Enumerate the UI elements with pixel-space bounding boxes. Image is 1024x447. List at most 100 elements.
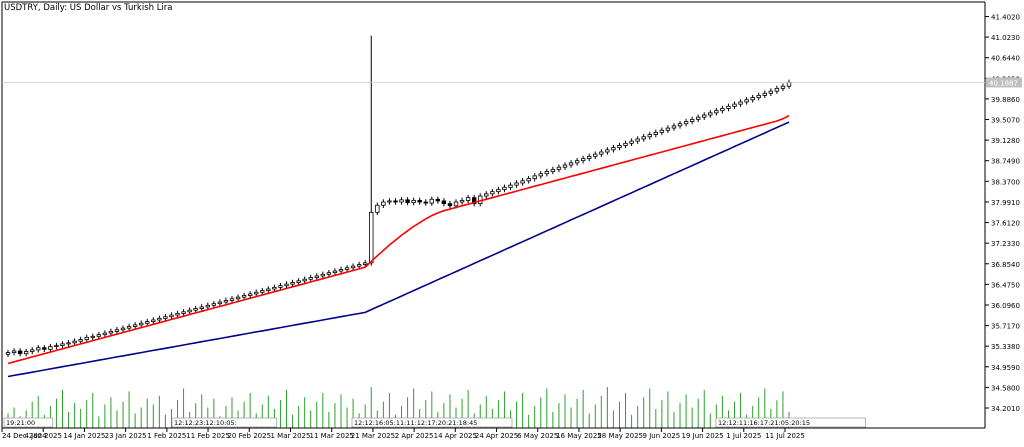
x-tick-label: 1 Jul 2025 (726, 432, 761, 440)
x-tick-label: 9 Jun 2025 (643, 432, 681, 440)
candle-body (568, 162, 574, 166)
y-tick-label: 41.4020 (991, 14, 1020, 22)
candle-body (199, 306, 204, 309)
x-tick-label: 23 Jan 2025 (105, 432, 147, 440)
y-tick-label: 35.7170 (991, 323, 1020, 331)
candle-body (744, 99, 749, 103)
candle-body (387, 200, 392, 203)
candle-body (369, 211, 374, 264)
candle-body (605, 149, 610, 153)
candle-body (181, 311, 186, 314)
candle-body (550, 168, 556, 172)
candle-body (132, 324, 138, 327)
candle-body (363, 262, 368, 265)
candle-body (78, 339, 83, 342)
candle-body (48, 346, 53, 350)
candle-body (750, 97, 755, 101)
candle-body (114, 329, 120, 332)
x-tick-label: 28 May 2025 (597, 432, 643, 440)
price-marker (986, 77, 1022, 88)
candle-body (138, 322, 144, 326)
candle-body (562, 164, 568, 168)
time-label-box (171, 417, 278, 428)
y-tick-label: 34.5800 (991, 384, 1020, 392)
time-label: 12:12:16:05:11:11:12:17:20:21:18:45 (354, 419, 477, 427)
candle-body (278, 285, 283, 288)
candle-body (502, 186, 507, 190)
time-label-box (3, 417, 54, 428)
candle-body (405, 199, 410, 203)
candle-body (393, 200, 398, 203)
candle-body (66, 342, 71, 345)
x-tick-label: 24 Dec 2024 (2, 432, 47, 440)
candle-body (647, 134, 652, 138)
candle-body (453, 201, 459, 207)
candle-body (302, 278, 307, 282)
candle-body (508, 184, 513, 188)
y-tick-label: 37.2330 (991, 240, 1020, 248)
x-tick-label: 1 Mar 2025 (271, 432, 311, 440)
candle-body (447, 203, 453, 207)
candle-body (193, 308, 198, 311)
candle-body (266, 288, 271, 292)
x-tick-label: 14 Jan 2025 (63, 432, 105, 440)
y-tick-label: 38.3700 (991, 178, 1020, 186)
candle-body (544, 171, 550, 175)
candle-body (260, 290, 265, 293)
candle-body (326, 272, 332, 275)
x-tick-label: 11 Feb 2025 (186, 432, 230, 440)
candle-body (126, 326, 132, 329)
candle-body (290, 282, 295, 285)
candle-body (272, 286, 277, 290)
y-tick-label: 37.9910 (991, 199, 1020, 207)
candle-body (187, 309, 192, 313)
candle-body (786, 81, 792, 87)
candle-body (659, 129, 665, 133)
candle-body (774, 87, 780, 92)
candle-body (689, 118, 695, 122)
candle-body (435, 198, 441, 202)
candle-body (314, 275, 319, 278)
candle-body (350, 265, 356, 269)
candle-body (593, 153, 598, 157)
y-tick-label: 36.0960 (991, 302, 1020, 310)
candle-body (375, 204, 380, 213)
candle-body (247, 293, 253, 296)
candle-body (72, 340, 77, 344)
candle-body (695, 116, 701, 120)
candle-body (496, 189, 501, 193)
candle-body (726, 105, 731, 109)
candle-body (17, 350, 23, 355)
y-tick-label: 36.8540 (991, 261, 1020, 269)
y-tick-label: 40.6440 (991, 55, 1020, 63)
candle-body (629, 140, 634, 144)
candle-body (465, 197, 471, 201)
candle-body (205, 304, 210, 308)
candle-body (217, 301, 223, 305)
candle-body (381, 201, 386, 206)
candle-body (120, 327, 126, 331)
candle-body (169, 314, 174, 318)
candle-body (163, 316, 168, 319)
candle-body (84, 336, 89, 340)
x-tick-label: 11 Mar 2025 (309, 432, 353, 440)
candle-body (623, 142, 628, 146)
candle-body (151, 319, 156, 323)
candle-body (235, 296, 241, 300)
candle-body (211, 303, 217, 306)
ma-slow-line (7, 121, 790, 378)
candle-body (556, 166, 562, 170)
candle-body (356, 264, 362, 267)
time-label-box (715, 417, 866, 428)
candle-body (526, 178, 531, 182)
candle-body (665, 127, 671, 131)
ma-fast-line (7, 114, 790, 365)
x-tick-label: 24 Apr 2025 (475, 432, 518, 440)
candle-body (532, 175, 537, 180)
time-label: 19:21:00 (6, 419, 35, 427)
time-label: 12:12:11:16:17:21:05:20:15 (718, 419, 810, 427)
candle-body (175, 313, 180, 316)
candle-body (399, 199, 404, 203)
x-tick-label: 14 Apr 2025 (434, 432, 477, 440)
